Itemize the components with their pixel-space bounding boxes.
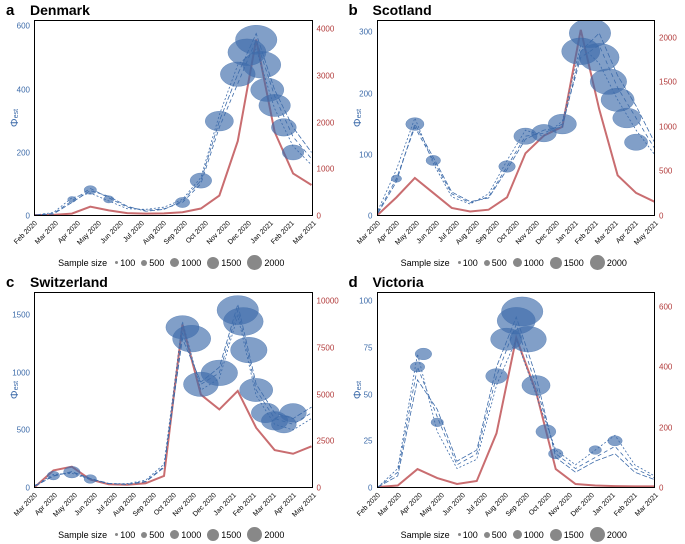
legend-item-2000: 2000 — [247, 527, 284, 542]
plot-area: Φest Reported cases 0255075100 020040060… — [377, 292, 656, 488]
legend-item-1500: 1500 — [207, 529, 241, 541]
plot-area: Φest Reported cases 0200400600 010002000… — [34, 20, 313, 216]
x-axis: Feb 2020Mar 2020Apr 2020May 2020Jun 2020… — [34, 218, 313, 256]
y2-axis: 0500100015002000 — [657, 20, 685, 216]
y2-axis: 025005000750010000 — [315, 292, 343, 488]
sample-size-legend: Sample size 100 500 1000 1500 2000 — [0, 527, 343, 542]
plot-border — [377, 292, 656, 488]
panel-letter: d — [349, 274, 358, 291]
x-axis: Feb 2020Mar 2020Apr 2020May 2020Jun 2020… — [377, 490, 656, 528]
y1-axis: 0200400600 — [4, 20, 32, 216]
legend-item-500: 500 — [484, 530, 507, 540]
legend-item-2000: 2000 — [590, 255, 627, 270]
legend-title: Sample size — [401, 258, 450, 268]
plot-border — [34, 20, 313, 216]
plot-border — [377, 20, 656, 216]
sample-size-legend: Sample size 100 500 1000 1500 2000 — [343, 255, 685, 270]
y1-axis: 050010001500 — [4, 292, 32, 488]
legend-item-100: 100 — [458, 258, 478, 268]
legend-title: Sample size — [401, 530, 450, 540]
legend-item-2000: 2000 — [247, 255, 284, 270]
panel-c: c Switzerland Φest Reported cases 050010… — [0, 272, 343, 544]
panel-letter: a — [6, 2, 14, 19]
y1-axis: 0255075100 — [347, 292, 375, 488]
legend-item-1000: 1000 — [513, 258, 544, 268]
legend-item-500: 500 — [484, 258, 507, 268]
legend-item-500: 500 — [141, 530, 164, 540]
plot-border — [34, 292, 313, 488]
legend-item-100: 100 — [115, 530, 135, 540]
legend-item-1500: 1500 — [207, 257, 241, 269]
legend-item-2000: 2000 — [590, 527, 627, 542]
sample-size-legend: Sample size 100 500 1000 1500 2000 — [343, 527, 685, 542]
panel-b: b Scotland Φest Reported cases 010020030… — [343, 0, 685, 272]
plot-area: Φest Reported cases 050010001500 0250050… — [34, 292, 313, 488]
panel-title: Denmark — [30, 2, 90, 18]
x-axis: Mar 2020Apr 2020May 2020Jun 2020Jul 2020… — [34, 490, 313, 528]
panel-letter: b — [349, 2, 358, 19]
y2-axis: 0200400600 — [657, 292, 685, 488]
x-axis: Mar 2020Apr 2020May 2020Jun 2020Jul 2020… — [377, 218, 656, 256]
panel-a: a Denmark Φest Reported cases 0200400600… — [0, 0, 343, 272]
figure-grid: a Denmark Φest Reported cases 0200400600… — [0, 0, 685, 544]
y2-axis: 01000200030004000 — [315, 20, 343, 216]
legend-item-100: 100 — [458, 530, 478, 540]
legend-title: Sample size — [58, 258, 107, 268]
panel-letter: c — [6, 274, 14, 291]
panel-title: Switzerland — [30, 274, 108, 290]
panel-d: d Victoria Φest Reported cases 025507510… — [343, 272, 685, 544]
legend-item-1500: 1500 — [550, 257, 584, 269]
plot-area: Φest Reported cases 0100200300 050010001… — [377, 20, 656, 216]
legend-item-1000: 1000 — [513, 530, 544, 540]
sample-size-legend: Sample size 100 500 1000 1500 2000 — [0, 255, 343, 270]
legend-item-1500: 1500 — [550, 529, 584, 541]
legend-item-1000: 1000 — [170, 258, 201, 268]
legend-item-1000: 1000 — [170, 530, 201, 540]
legend-item-100: 100 — [115, 258, 135, 268]
panel-title: Scotland — [373, 2, 432, 18]
panel-title: Victoria — [373, 274, 424, 290]
legend-title: Sample size — [58, 530, 107, 540]
legend-item-500: 500 — [141, 258, 164, 268]
y1-axis: 0100200300 — [347, 20, 375, 216]
